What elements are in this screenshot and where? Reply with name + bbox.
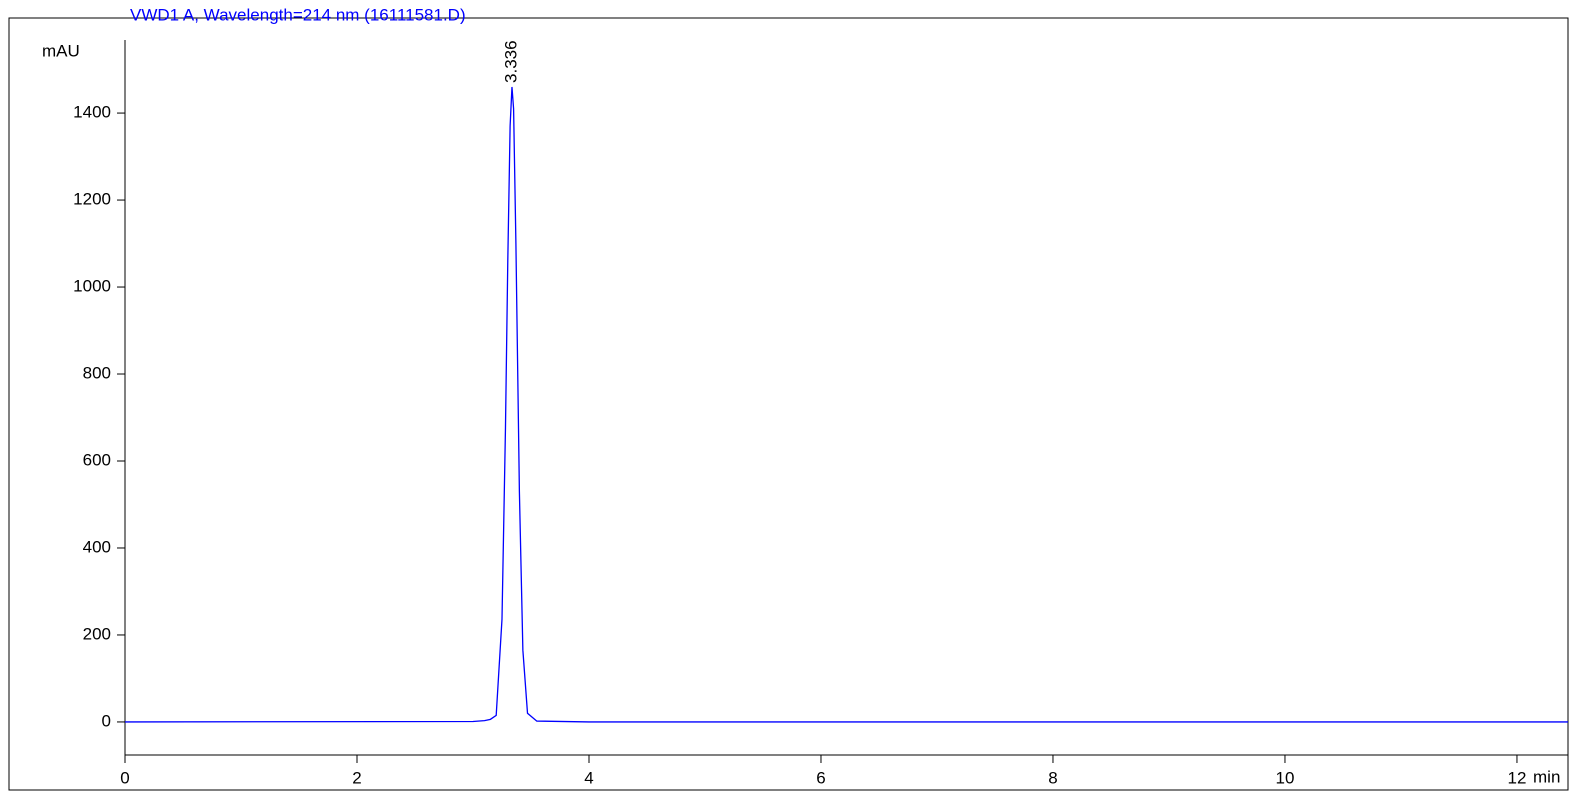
chart-title: VWD1 A, Wavelength=214 nm (16111581.D) [130,5,466,24]
x-tick-label: 12 [1508,768,1527,787]
y-axis-label: mAU [42,41,80,60]
y-tick-label: 200 [83,624,111,643]
x-tick-label: 4 [584,768,593,787]
peak-label: 3.336 [501,40,520,83]
trace [124,86,1568,723]
y-tick-label: 1400 [73,103,111,122]
y-tick-label: 800 [83,363,111,382]
x-tick-label: 6 [816,768,825,787]
y-tick-label: 1200 [73,190,111,209]
x-axis-label: min [1533,767,1560,786]
frame [8,17,1569,791]
x-tick-label: 8 [1048,768,1057,787]
x-tick-label: 2 [352,768,361,787]
y-tick-label: 400 [83,537,111,556]
x-tick-label: 10 [1276,768,1295,787]
x-tick-label: 0 [120,768,129,787]
y-tick-label: 1000 [73,277,111,296]
y-tick-label: 0 [102,711,111,730]
y-tick-label: 600 [83,450,111,469]
